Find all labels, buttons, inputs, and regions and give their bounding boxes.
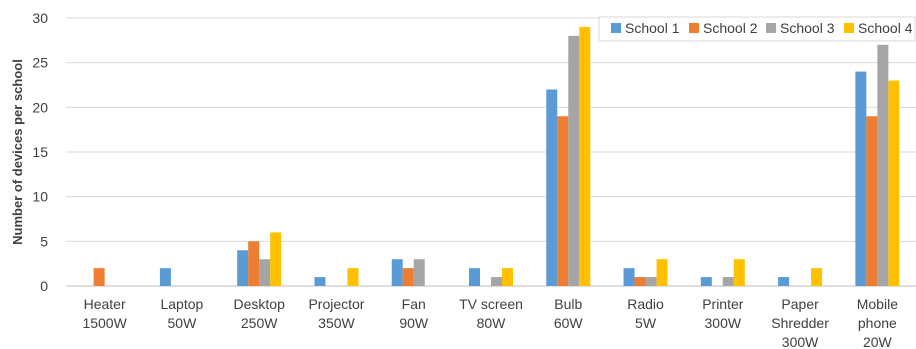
x-category-label-line: 20W — [863, 334, 893, 349]
x-category-label: Paper Shredder 300W — [771, 296, 829, 349]
bar-school-2 — [248, 241, 260, 286]
bar-school-2 — [93, 268, 105, 286]
x-category-label-line: 80W — [477, 315, 507, 331]
bar-school-3 — [491, 277, 502, 286]
bar-school-3 — [645, 277, 657, 286]
x-category-label-line: 250W — [241, 315, 278, 331]
y-tick-label: 0 — [40, 278, 48, 294]
legend-label: School 3 — [780, 20, 835, 36]
y-tick-label: 5 — [40, 233, 48, 249]
x-category-label-line: 350W — [318, 315, 355, 331]
x-category-label: Printer 300W — [702, 296, 744, 331]
bar-school-2 — [402, 268, 414, 286]
x-category-label-line: Mobile — [857, 296, 898, 312]
bar-school-1 — [469, 268, 480, 286]
x-axis-labels: Heater 1500W Laptop 50W Desktop 250W Projector… — [82, 296, 898, 349]
legend-swatch — [766, 23, 776, 33]
bar-school-2 — [866, 116, 878, 287]
x-category-label: Fan 90W — [399, 296, 429, 331]
x-category-label-line: Heater — [84, 296, 126, 312]
bar-school-1 — [159, 268, 171, 286]
x-category-label-line: Desktop — [234, 296, 286, 312]
x-category-label: Radio 5W — [627, 296, 664, 331]
x-category-label-line: TV screen — [459, 296, 523, 312]
x-category-label-line: 300W — [705, 315, 742, 331]
bar-school-1 — [623, 268, 635, 286]
bar-school-1 — [237, 250, 249, 286]
bar-school-1 — [778, 277, 790, 286]
x-category-label-line: phone — [858, 315, 897, 331]
bar-school-1 — [700, 277, 712, 286]
bars — [93, 26, 900, 287]
bar-school-2 — [634, 277, 646, 286]
bar-school-4 — [502, 268, 513, 286]
x-category-label-line: 50W — [168, 315, 198, 331]
legend-swatch — [689, 23, 699, 33]
x-category-label: Heater 1500W — [82, 296, 127, 331]
x-category-label-line: 90W — [399, 315, 429, 331]
x-category-label-line: Laptop — [160, 296, 203, 312]
legend: School 1 School 2 School 3 School 4 — [598, 16, 916, 42]
bar-school-1 — [314, 277, 326, 286]
x-category-label-line: 60W — [554, 315, 584, 331]
legend-label: School 1 — [625, 20, 680, 36]
legend-box — [598, 16, 916, 42]
x-category-label-line: Paper — [781, 296, 819, 312]
bar-school-4 — [888, 80, 900, 287]
y-axis-ticks: 0 5 10 15 20 25 30 — [32, 10, 48, 294]
x-category-label-line: Radio — [627, 296, 664, 312]
bar-school-3 — [568, 35, 580, 286]
y-tick-label: 25 — [32, 55, 48, 71]
x-category-label-line: 300W — [782, 334, 819, 349]
y-axis-label: Number of devices per school — [10, 59, 25, 245]
legend-label: School 2 — [703, 20, 758, 36]
x-category-label-line: Fan — [402, 296, 426, 312]
x-category-label-line: Bulb — [554, 296, 582, 312]
bar-school-1 — [546, 89, 558, 286]
bar-school-2 — [557, 116, 569, 287]
legend-swatch — [844, 23, 854, 33]
y-tick-label: 30 — [32, 10, 48, 26]
bar-school-4 — [270, 232, 282, 286]
x-category-label-line: Printer — [702, 296, 744, 312]
y-tick-label: 10 — [32, 189, 48, 205]
y-tick-label: 20 — [32, 99, 48, 115]
y-tick-label: 15 — [32, 144, 48, 160]
x-category-label-line: 5W — [635, 315, 657, 331]
bar-school-4 — [347, 268, 359, 286]
x-category-label: Bulb 60W — [554, 296, 584, 331]
x-category-label-line: 1500W — [82, 315, 127, 331]
x-category-label-line: Shredder — [771, 315, 829, 331]
x-category-label: Desktop 250W — [234, 296, 286, 331]
bar-school-1 — [391, 259, 403, 286]
legend-label: School 4 — [858, 20, 913, 36]
bar-school-4 — [811, 268, 823, 286]
bar-school-4 — [579, 26, 591, 287]
x-category-label-line: Projector — [308, 296, 364, 312]
bar-school-1 — [855, 71, 867, 286]
bar-school-3 — [722, 277, 734, 286]
x-category-label: Projector 350W — [308, 296, 364, 331]
x-category-label: Mobile phone 20W — [857, 296, 898, 349]
bar-school-3 — [413, 259, 425, 286]
legend-swatch — [611, 23, 621, 33]
bar-school-4 — [656, 259, 668, 286]
bar-school-4 — [733, 259, 745, 286]
bar-school-3 — [877, 44, 889, 286]
gridlines — [66, 17, 916, 287]
x-category-label: TV screen 80W — [459, 296, 523, 331]
x-category-label: Laptop 50W — [160, 296, 203, 331]
bar-school-3 — [259, 259, 271, 286]
